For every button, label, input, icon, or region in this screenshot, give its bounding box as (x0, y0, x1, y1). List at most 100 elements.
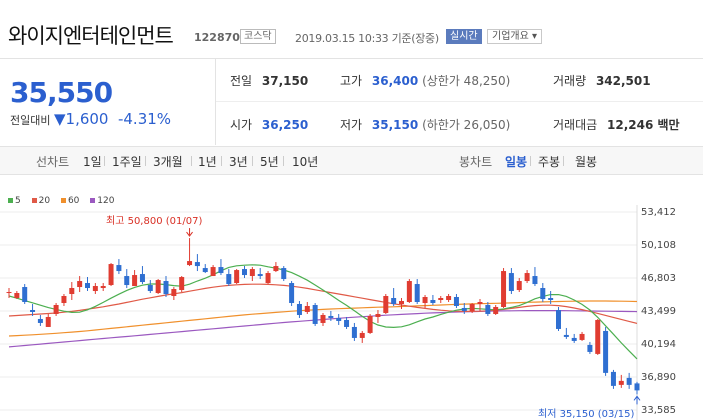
candle-body[interactable] (226, 274, 232, 285)
candle-body[interactable] (501, 271, 507, 307)
candle-body[interactable] (556, 309, 561, 329)
candle-body[interactable] (532, 276, 538, 285)
candle-body[interactable] (430, 300, 436, 303)
candle-body[interactable] (493, 306, 499, 314)
legend-ma60[interactable]: 60 (60, 196, 79, 206)
candle-body[interactable] (37, 318, 43, 323)
candle-body[interactable] (289, 283, 295, 303)
candle-body[interactable] (234, 270, 240, 284)
candle-body[interactable] (516, 281, 522, 291)
candle-body[interactable] (69, 288, 75, 295)
candle-body[interactable] (296, 303, 302, 315)
candle-body[interactable] (469, 303, 475, 311)
candle-body[interactable] (399, 300, 404, 304)
period-5y[interactable]: 5년 (260, 155, 279, 169)
company-name[interactable]: 와이지엔터테인먼트 (8, 24, 174, 48)
candle-body[interactable] (320, 314, 326, 323)
candle-body[interactable] (155, 280, 161, 294)
candle-body[interactable] (485, 304, 491, 314)
period-1d[interactable]: 1일 (83, 155, 102, 169)
legend-ma20[interactable]: 20 (31, 196, 50, 206)
candle-body[interactable] (367, 315, 373, 333)
candle-body[interactable] (634, 383, 640, 391)
candle-chart-label[interactable]: 봉차트 (459, 155, 493, 169)
realtime-button[interactable]: 실시간 (446, 29, 482, 44)
candle-body[interactable] (249, 269, 255, 277)
candle-body[interactable] (61, 296, 67, 303)
candle-body[interactable] (563, 334, 569, 337)
candle-body[interactable] (202, 268, 208, 273)
candle-body[interactable] (30, 309, 36, 312)
candle-body[interactable] (328, 315, 334, 318)
candle-body[interactable] (132, 275, 138, 287)
period-weekly[interactable]: 주봉 (538, 155, 561, 169)
candle-body[interactable] (242, 269, 247, 276)
candlestick-chart[interactable] (0, 205, 703, 420)
candle-body[interactable] (273, 266, 279, 272)
candle-body[interactable] (85, 283, 90, 289)
candle-body[interactable] (540, 288, 546, 300)
candle-body[interactable] (312, 304, 318, 324)
candle-body[interactable] (446, 296, 452, 300)
candle-body[interactable] (610, 371, 616, 386)
period-3y[interactable]: 3년 (229, 155, 248, 169)
candle-body[interactable] (210, 267, 216, 277)
candle-body[interactable] (187, 261, 193, 266)
period-1w[interactable]: 1주일 (112, 155, 142, 169)
candle-body[interactable] (571, 337, 577, 341)
candle-body[interactable] (422, 297, 428, 303)
candle-body[interactable] (53, 304, 59, 314)
candle-body[interactable] (391, 298, 397, 304)
candle-body[interactable] (477, 301, 483, 304)
candle-body[interactable] (461, 307, 467, 311)
candle-body[interactable] (139, 274, 145, 283)
legend-ma5[interactable]: 5 (8, 196, 21, 206)
line-chart-label[interactable]: 선차트 (36, 155, 70, 169)
period-1y[interactable]: 1년 (198, 155, 217, 169)
candle-body[interactable] (383, 296, 389, 313)
candle-body[interactable] (45, 316, 51, 327)
candle-body[interactable] (359, 332, 365, 338)
candle-body[interactable] (508, 273, 514, 292)
candle-body[interactable] (548, 298, 554, 300)
candle-body[interactable] (579, 333, 585, 340)
candle-body[interactable] (304, 305, 310, 312)
candle-body[interactable] (194, 262, 200, 267)
candle-body[interactable] (108, 264, 114, 286)
candle-body[interactable] (414, 284, 420, 302)
candle-body[interactable] (336, 317, 342, 321)
candle-body[interactable] (453, 297, 459, 306)
candle-body[interactable] (77, 281, 83, 288)
candle-body[interactable] (618, 380, 624, 385)
candle-body[interactable] (406, 281, 412, 302)
candle-body[interactable] (100, 286, 106, 289)
company-info-dropdown[interactable]: 기업개요 ▾ (487, 29, 542, 44)
candle-body[interactable] (179, 277, 185, 291)
candle-body[interactable] (265, 273, 271, 284)
candle-body[interactable] (22, 287, 28, 302)
candle-body[interactable] (281, 268, 287, 280)
legend-ma120[interactable]: 120 (90, 196, 114, 206)
candle-body[interactable] (92, 286, 98, 292)
candle-body[interactable] (438, 298, 444, 300)
candle-body[interactable] (147, 285, 153, 292)
period-daily[interactable]: 일봉 (505, 155, 528, 169)
candle-body[interactable] (218, 267, 224, 274)
candle-body[interactable] (171, 289, 177, 297)
candle-body[interactable] (595, 319, 601, 354)
candle-body[interactable] (344, 319, 350, 327)
candle-body[interactable] (124, 276, 130, 286)
candle-body[interactable] (603, 330, 609, 373)
candle-body[interactable] (375, 313, 381, 317)
candle-body[interactable] (626, 377, 632, 385)
candle-body[interactable] (163, 281, 169, 295)
candle-body[interactable] (14, 293, 20, 299)
period-10y[interactable]: 10년 (292, 155, 319, 169)
period-3m[interactable]: 3개월 (153, 155, 183, 169)
candle-body[interactable] (6, 292, 12, 294)
candle-body[interactable] (351, 326, 357, 338)
period-monthly[interactable]: 월봉 (575, 155, 598, 169)
candle-body[interactable] (524, 273, 530, 282)
candle-body[interactable] (587, 344, 593, 352)
candle-body[interactable] (116, 265, 122, 272)
